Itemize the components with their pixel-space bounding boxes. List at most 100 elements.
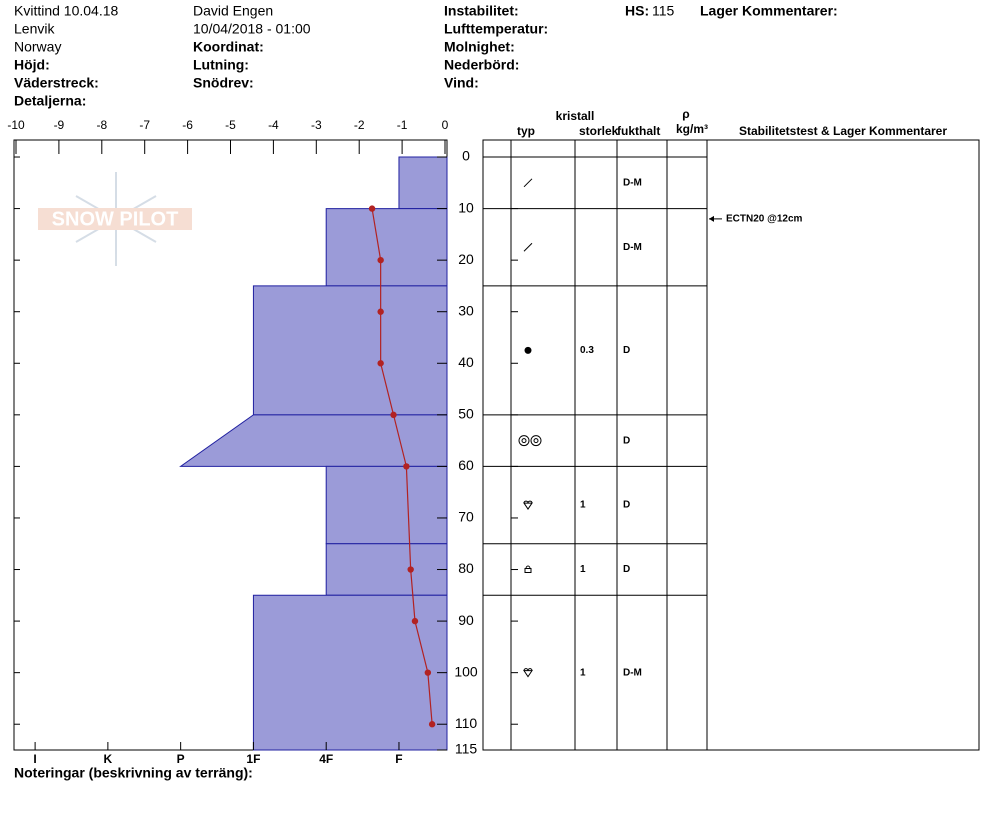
grain-icon	[518, 435, 530, 447]
col-header: storlek	[579, 124, 619, 138]
grain-icon	[524, 565, 532, 574]
depth-label: 110	[455, 715, 478, 731]
depth-label: 70	[458, 509, 474, 525]
temp-label: -6	[182, 118, 193, 132]
temp-label: -10	[7, 118, 25, 132]
temperature-point	[424, 669, 432, 676]
label: Instabilitet:	[444, 3, 519, 19]
hardness-label: I	[33, 752, 36, 766]
grain-icon	[523, 500, 533, 510]
annotation-arrowhead	[709, 215, 714, 222]
depth-label: 90	[458, 612, 474, 628]
temperature-point	[390, 411, 397, 419]
label: Vind:	[444, 75, 479, 91]
temp-label: 0	[442, 118, 449, 132]
layer	[325, 543, 448, 596]
label: Molnighet:	[444, 39, 515, 55]
temp-label: -7	[139, 118, 150, 132]
temperature-line	[371, 208, 433, 725]
country: Norway	[14, 39, 61, 55]
depth-label: 10	[458, 199, 474, 215]
layer	[325, 465, 448, 545]
temperature-point	[411, 617, 419, 625]
moisture: D	[623, 345, 630, 356]
logo: SNOW PILOT	[38, 172, 192, 266]
temp-label: -8	[96, 118, 107, 132]
label: Koordinat:	[193, 39, 264, 55]
grain-icon	[524, 346, 532, 354]
col-header: fukthalt	[617, 124, 660, 138]
temp-label: -5	[225, 118, 236, 132]
layer	[398, 156, 448, 210]
depth-label: 60	[458, 457, 474, 473]
depth-label: 0	[462, 148, 470, 164]
label: Snödrev:	[193, 75, 254, 91]
label: HS:	[625, 3, 649, 19]
grain-icon	[533, 438, 539, 444]
table-columns	[510, 140, 708, 750]
depth-label: 115	[455, 741, 478, 757]
depth-label: 50	[458, 406, 474, 422]
temp-label: -4	[268, 118, 279, 132]
depth-label: 20	[458, 251, 474, 267]
moisture: D-M	[623, 242, 642, 253]
grain-icon	[521, 438, 527, 444]
temperature-point	[407, 566, 414, 573]
depth-label: 80	[458, 560, 474, 576]
label: Höjd:	[14, 57, 50, 73]
grain-icon	[523, 178, 533, 188]
moisture: D-M	[623, 177, 642, 188]
temperature-point	[377, 360, 384, 367]
col-header: kg/m³	[676, 122, 708, 136]
moisture: D	[623, 564, 630, 575]
hardness-label: F	[395, 752, 402, 766]
layer	[325, 208, 448, 287]
hardness-label: K	[104, 752, 113, 766]
hardness-label: P	[177, 752, 185, 766]
temperature-point	[377, 308, 384, 315]
grain-size: 1	[580, 564, 586, 575]
table-frame	[482, 139, 980, 751]
grain-icon	[523, 668, 533, 678]
temp-label: -9	[54, 118, 65, 132]
temperature-point	[428, 721, 436, 728]
notes-label: Noteringar (beskrivning av terräng):	[14, 765, 253, 781]
hardness-label: 1F	[246, 752, 260, 766]
hardness-label: 4F	[319, 752, 333, 766]
datetime: 10/04/2018 - 01:00	[193, 21, 311, 37]
grain-icon	[523, 242, 533, 252]
col-header: kristall	[556, 109, 595, 123]
temperature-point	[368, 205, 376, 212]
temperature-point	[403, 463, 410, 470]
moisture: D-M	[623, 667, 642, 678]
site: Kvittind 10.04.18	[14, 3, 119, 19]
observer: David Engen	[193, 3, 273, 19]
temperature-point	[377, 256, 384, 264]
label: Detaljerna:	[14, 93, 86, 109]
label: Väderstreck:	[14, 75, 99, 91]
layer	[252, 285, 448, 416]
grain-icon	[530, 435, 542, 447]
depth-label: 100	[454, 663, 478, 679]
layer	[252, 594, 448, 751]
layer	[179, 414, 448, 467]
moisture: D	[623, 435, 630, 446]
temp-label: -1	[397, 118, 408, 132]
depth-label: 30	[458, 302, 474, 318]
hs-value: 115	[652, 3, 675, 19]
temp-label: -3	[311, 118, 322, 132]
grain-size: 0.3	[580, 345, 594, 356]
label: Lager Kommentarer:	[700, 3, 838, 19]
col-header: typ	[517, 124, 535, 138]
moisture: D	[623, 500, 630, 511]
label: Lutning:	[193, 57, 249, 73]
annotation: ECTN20 @12cm	[726, 214, 803, 225]
label: Lufttemperatur:	[444, 21, 548, 37]
label: Nederbörd:	[444, 57, 519, 73]
grain-size: 1	[580, 667, 586, 678]
grain-size: 1	[580, 500, 586, 511]
col-header: ρ	[682, 107, 689, 121]
col-header: Stabilitetstest & Lager Kommentarer	[739, 124, 947, 138]
logo-text: SNOW PILOT	[52, 208, 179, 230]
